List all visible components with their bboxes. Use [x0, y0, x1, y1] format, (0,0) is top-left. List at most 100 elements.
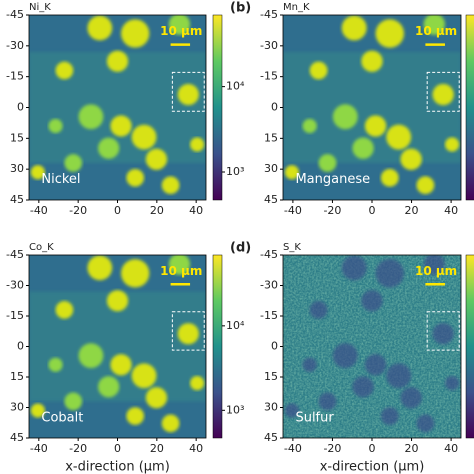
particle	[318, 154, 337, 172]
particle	[400, 148, 422, 170]
x-tick-label: -20	[69, 442, 87, 455]
x-tick-label: -20	[323, 442, 341, 455]
roi-box	[171, 311, 205, 351]
dark-spot	[361, 290, 383, 312]
colorbar-tick-label: 10⁴	[226, 80, 245, 93]
dark-spot	[375, 259, 405, 288]
dark-spot	[309, 301, 328, 319]
y-tick-label: -30	[260, 39, 278, 52]
x-tick-label: 20	[405, 442, 419, 455]
dark-spot	[386, 363, 412, 389]
dark-spot	[380, 407, 399, 425]
y-tick-label: 15	[10, 131, 24, 144]
colorbar-tick-label: 10³	[226, 403, 244, 416]
x-tick-label: 0	[369, 204, 376, 217]
y-tick-label: 0	[271, 101, 278, 114]
particle	[444, 137, 460, 152]
particle	[375, 19, 405, 48]
x-tick-label: -40	[30, 442, 48, 455]
dark-spot	[284, 403, 300, 418]
dark-spot	[318, 392, 337, 411]
colorbar	[212, 254, 223, 439]
y-tick-label: -30	[6, 39, 24, 52]
particle	[168, 15, 191, 35]
roi-box	[426, 311, 460, 351]
particle	[55, 61, 74, 80]
particle	[386, 124, 412, 150]
x-tick-label: 40	[444, 204, 458, 217]
particle	[98, 137, 120, 159]
particle	[121, 259, 150, 288]
particle	[364, 115, 387, 137]
y-tick-label: 30	[264, 401, 278, 414]
dark-spot	[302, 357, 317, 372]
y-tick-label: -30	[6, 279, 24, 292]
particle	[48, 357, 63, 372]
particle	[131, 363, 157, 389]
particle	[332, 104, 358, 130]
particle	[64, 154, 83, 172]
particle	[106, 290, 129, 312]
particle	[126, 407, 145, 425]
x-tick-label: -40	[30, 204, 48, 217]
dark-spot	[352, 376, 374, 398]
particle	[78, 343, 104, 369]
dark-spot	[341, 255, 367, 281]
particle	[64, 392, 83, 411]
y-tick-label: 45	[264, 193, 278, 206]
x-tick-label: 0	[114, 442, 121, 455]
panel-title: Mn_K	[283, 2, 310, 13]
particle	[177, 323, 199, 345]
y-tick-label: 45	[264, 431, 278, 444]
x-tick-label: 20	[405, 204, 419, 217]
particle	[190, 376, 205, 391]
particle	[168, 255, 191, 275]
x-tick-label: 40	[189, 204, 203, 217]
x-tick-label: 0	[369, 442, 376, 455]
element-label: Sulfur	[295, 410, 334, 425]
particle	[126, 168, 145, 187]
x-tick-label: -40	[284, 204, 302, 217]
panel-title: S_K	[283, 242, 301, 253]
panel-title: Co_K	[29, 242, 54, 253]
particle	[30, 165, 45, 180]
scale-bar-label: 10 μm	[415, 24, 457, 38]
roi-box	[426, 71, 460, 112]
particle	[361, 50, 383, 72]
particle	[284, 165, 300, 180]
particle	[30, 403, 45, 418]
particle	[352, 137, 374, 159]
particle	[87, 15, 113, 41]
dark-spot	[332, 343, 358, 369]
roi-box	[171, 71, 205, 112]
dark-spot	[416, 414, 435, 433]
colorbar-tick-label: 10³	[226, 165, 244, 178]
x-axis-label: x-direction (μm)	[65, 460, 170, 474]
y-tick-label: 30	[10, 401, 24, 414]
panel-label: (b)	[230, 1, 251, 16]
y-tick-label: -30	[260, 279, 278, 292]
colorbar	[465, 254, 474, 439]
y-tick-label: 0	[271, 340, 278, 353]
y-tick-label: 45	[10, 193, 24, 206]
particle	[48, 118, 63, 134]
particle	[341, 15, 367, 41]
dark-spot	[400, 387, 422, 409]
y-tick-label: 15	[264, 370, 278, 383]
particle	[161, 414, 180, 433]
x-tick-label: -20	[69, 204, 87, 217]
particle	[87, 255, 113, 281]
y-tick-label: 0	[17, 101, 24, 114]
y-tick-label: 0	[17, 340, 24, 353]
y-tick-label: -15	[6, 70, 24, 83]
particle	[110, 115, 132, 137]
particle	[380, 168, 399, 187]
y-tick-label: -45	[6, 248, 24, 261]
scale-bar-label: 10 μm	[415, 264, 457, 278]
x-tick-label: -20	[323, 204, 341, 217]
panel-label: (d)	[230, 241, 251, 256]
particle	[78, 104, 104, 130]
particle	[131, 124, 157, 150]
particle	[302, 118, 317, 134]
